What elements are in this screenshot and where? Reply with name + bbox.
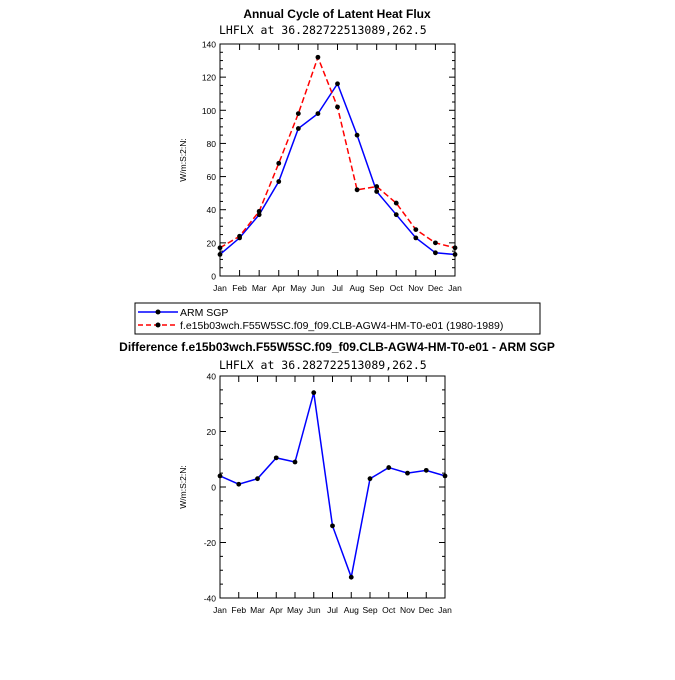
data-point-s0-11 — [433, 250, 438, 256]
x-tick-label: Jan — [438, 605, 452, 615]
x-tick-label: Jan — [213, 283, 227, 293]
x-tick-label: Oct — [382, 605, 396, 615]
x-tick-label: Mar — [252, 283, 267, 293]
data-point-s1-3 — [276, 160, 282, 166]
chart-difference: Difference f.e15b03wch.F55W5SC.f09_f09.C… — [119, 340, 555, 615]
legend-marker-arm-sgp — [155, 309, 161, 315]
x-tick-label: Jun — [307, 605, 321, 615]
legend-box — [134, 302, 541, 335]
plot-frame — [219, 375, 446, 599]
data-point-s0-10 — [405, 470, 410, 476]
x-tick-label: Apr — [270, 605, 283, 615]
x-tick-label: Jul — [332, 283, 343, 293]
data-point-s0-10 — [413, 235, 419, 241]
data-point-s0-3 — [273, 455, 279, 461]
data-point-s1-1 — [237, 233, 242, 239]
data-point-s0-2 — [255, 476, 260, 482]
x-tick-label: Jul — [327, 605, 338, 615]
data-point-s0-6 — [330, 523, 335, 529]
series-line-0 — [219, 392, 446, 580]
data-point-s1-8 — [374, 184, 380, 189]
data-point-s0-6 — [335, 81, 340, 87]
data-point-s0-9 — [393, 212, 399, 218]
y-tick-label: 0 — [211, 483, 216, 493]
chart-title: Difference f.e15b03wch.F55W5SC.f09_f09.C… — [119, 340, 555, 354]
data-point-s1-5 — [315, 54, 321, 60]
y-tick-label: 80 — [207, 139, 217, 149]
legend-marker-model — [155, 322, 161, 328]
legend-entry-arm-sgp: ARM SGP — [180, 307, 228, 319]
x-tick-label: May — [287, 605, 304, 615]
y-tick-label: -20 — [204, 538, 217, 548]
y-tick-label: 40 — [207, 372, 217, 382]
y-tick-label: -40 — [204, 594, 217, 604]
data-point-s1-2 — [256, 208, 262, 214]
chart-subtitle: LHFLX at 36.282722513089,262.5 — [219, 23, 427, 37]
x-tick-label: Oct — [390, 283, 404, 293]
data-point-s1-4 — [295, 111, 301, 116]
legend-entry-model: f.e15b03wch.F55W5SC.f09_f09.CLB-AGW4-HM-… — [180, 320, 503, 332]
data-point-s0-4 — [292, 459, 298, 465]
x-tick-label: May — [290, 283, 307, 293]
data-point-s0-8 — [367, 476, 373, 482]
data-point-s0-7 — [354, 132, 360, 138]
data-point-s0-0 — [217, 473, 223, 479]
x-tick-label: Aug — [350, 283, 365, 293]
chart-annual-cycle: Annual Cycle of Latent Heat Flux LHFLX a… — [134, 7, 541, 335]
tick-labels: -40 -20 0 20 40 Jan Feb Mar Apr May Jun Jul Aug Sep Oc… — [204, 372, 452, 616]
plot-area — [217, 375, 448, 599]
data-point-s1-0 — [217, 245, 223, 251]
data-point-s0-5 — [315, 111, 321, 116]
data-point-s0-8 — [374, 189, 380, 194]
data-point-s0-12 — [452, 252, 458, 257]
data-point-s1-6 — [335, 104, 340, 110]
x-tick-label: Dec — [428, 283, 444, 293]
plot-area — [217, 43, 458, 277]
x-tick-label: Feb — [232, 283, 247, 293]
chart-subtitle: LHFLX at 36.282722513089,262.5 — [219, 358, 427, 372]
y-tick-label: 100 — [202, 106, 216, 116]
data-point-s1-11 — [433, 240, 438, 246]
x-tick-label: Aug — [344, 605, 359, 615]
data-point-s1-10 — [413, 227, 419, 233]
x-tick-label: Sep — [362, 605, 377, 615]
x-tick-label: Nov — [400, 605, 416, 615]
data-point-s0-4 — [295, 126, 301, 131]
tick-labels: 0 20 40 60 80 100 120 140 Jan Feb Mar Apr May Jun Jul A… — [202, 40, 462, 294]
y-tick-label: 120 — [202, 73, 216, 83]
data-point-s0-12 — [442, 473, 448, 479]
chart-title: Annual Cycle of Latent Heat Flux — [243, 7, 431, 21]
y-tick-label: 20 — [207, 427, 217, 437]
x-tick-label: Jun — [311, 283, 325, 293]
data-point-s0-7 — [348, 574, 354, 580]
x-tick-label: Dec — [419, 605, 435, 615]
y-tick-label: 20 — [207, 238, 217, 248]
y-axis-label: W/m:S:2:N: — [178, 465, 188, 508]
data-point-s0-5 — [311, 390, 317, 396]
data-point-s0-9 — [386, 465, 392, 470]
data-point-s0-3 — [276, 179, 282, 184]
y-tick-label: 0 — [211, 272, 216, 282]
x-tick-label: Feb — [231, 605, 246, 615]
y-tick-label: 140 — [202, 40, 216, 50]
legend: ARM SGP f.e15b03wch.F55W5SC.f09_f09.CLB-… — [134, 302, 541, 335]
y-tick-label: 40 — [207, 205, 217, 215]
y-tick-label: 60 — [207, 172, 217, 182]
data-point-s1-7 — [354, 187, 360, 193]
data-point-s0-11 — [423, 467, 429, 473]
x-tick-label: Jan — [448, 283, 462, 293]
data-point-s1-9 — [393, 200, 399, 206]
x-tick-label: Sep — [369, 283, 384, 293]
x-tick-label: Mar — [250, 605, 265, 615]
x-tick-label: Jan — [213, 605, 227, 615]
data-point-s0-1 — [236, 481, 242, 487]
data-point-s1-12 — [452, 245, 458, 251]
x-tick-label: Nov — [408, 283, 424, 293]
x-tick-label: Apr — [272, 283, 285, 293]
data-point-s0-0 — [217, 252, 223, 257]
data-point-s0-2 — [256, 212, 262, 218]
y-axis-label: W/m:S:2:N: — [178, 138, 188, 181]
